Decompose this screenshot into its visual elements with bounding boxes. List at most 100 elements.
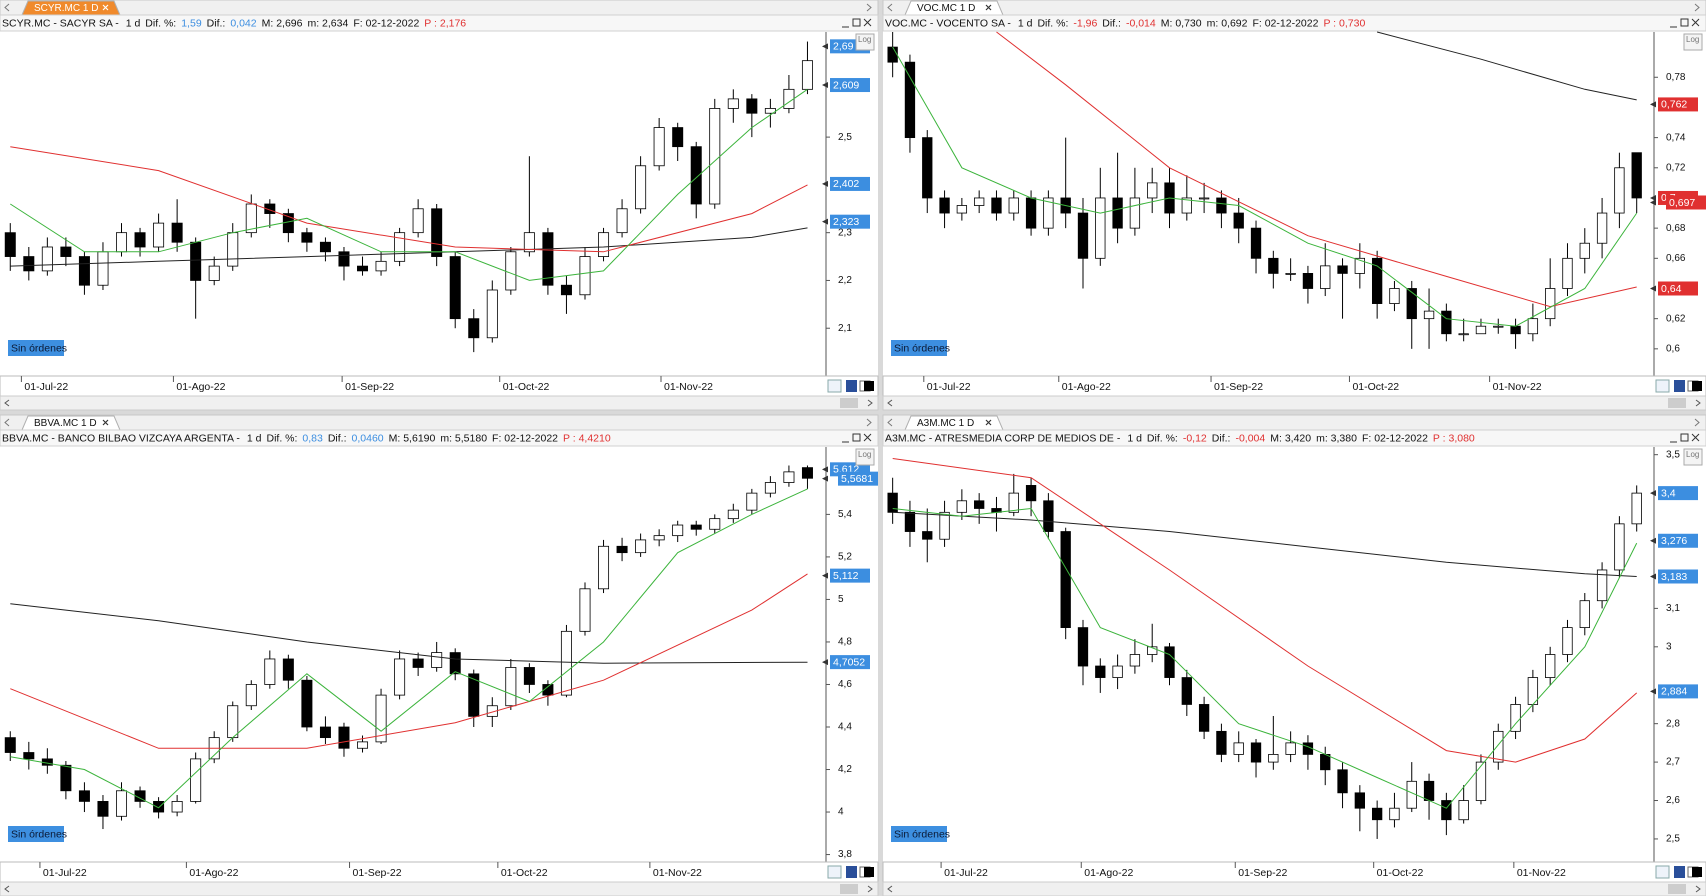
price-tag (1658, 533, 1698, 548)
log-button[interactable] (855, 33, 875, 51)
candle-body (523, 667, 535, 685)
candle-body (190, 241, 202, 281)
tab-scroll-right[interactable] (1694, 418, 1700, 427)
x-tick-label: 01-Sep-22 (1238, 867, 1287, 879)
moving-average (10, 146, 808, 253)
candle-body (264, 203, 276, 214)
candle-body (1545, 288, 1556, 320)
log-button[interactable] (855, 448, 875, 466)
scroll-right[interactable] (867, 885, 873, 893)
header-item: A3M.MC - ATRESMEDIA CORP DE MEDIOS DE - (885, 432, 1121, 444)
scroll-right[interactable] (1695, 885, 1701, 893)
scrollbar[interactable] (0, 881, 879, 896)
scrollbar-thumb[interactable] (840, 884, 858, 894)
tab-scroll-right[interactable] (866, 418, 872, 427)
candle-body (1475, 761, 1487, 801)
price-tag (830, 214, 870, 229)
x-axis-bar (0, 861, 879, 883)
candle-body (616, 545, 628, 554)
tab-scroll-left[interactable] (4, 3, 10, 12)
x-tick-label: 01-Ago-22 (1062, 381, 1111, 393)
y-tick-label: 2,6 (1666, 795, 1680, 806)
close-button[interactable] (1691, 18, 1700, 27)
tab-scroll-left[interactable] (887, 3, 893, 12)
close-button[interactable] (863, 18, 872, 27)
save-icon[interactable] (1674, 380, 1685, 392)
scroll-right[interactable] (867, 399, 873, 407)
tool-icon[interactable] (827, 379, 842, 393)
candle-body (939, 197, 950, 214)
candle-body (653, 127, 665, 167)
candle-body (1216, 730, 1227, 755)
candle-body (1112, 665, 1123, 678)
color-icon[interactable] (1692, 867, 1702, 877)
moving-average (10, 88, 808, 281)
candle-body (505, 251, 517, 291)
candle-body (690, 146, 702, 205)
maximize-button[interactable] (852, 18, 861, 27)
candle-body (635, 165, 647, 210)
tool-icon[interactable] (1655, 379, 1670, 393)
price-tag-pointer (1650, 101, 1656, 108)
price-tag-pointer (822, 218, 828, 225)
scrollbar-thumb[interactable] (1668, 398, 1686, 408)
header-text: VOC.MC - VOCENTO SA - 1 d Dif. %: -1,96 Dif.… (885, 17, 1365, 29)
candle-body (1545, 654, 1556, 678)
candle-body (1164, 646, 1175, 678)
candle-body (1043, 197, 1054, 229)
y-tick-label: 5,4 (838, 509, 852, 520)
tab-close[interactable] (985, 4, 992, 11)
color-icon[interactable] (864, 381, 874, 391)
save-icon[interactable] (846, 380, 857, 392)
tool-icon[interactable] (1655, 865, 1670, 879)
scroll-right[interactable] (1695, 399, 1701, 407)
scrollbar[interactable] (882, 881, 1706, 896)
x-tick-label: 01-Oct-22 (503, 381, 550, 393)
scrollbar-thumb[interactable] (1668, 884, 1686, 894)
maximize-button[interactable] (852, 433, 861, 442)
save-icon[interactable] (1674, 866, 1685, 878)
y-tick-label: 0,74 (1666, 132, 1686, 143)
scroll-left[interactable] (4, 399, 10, 407)
scroll-left[interactable] (887, 399, 893, 407)
scrollbar[interactable] (0, 395, 879, 411)
scroll-left[interactable] (4, 885, 10, 893)
y-axis-area (1654, 447, 1703, 862)
header-item: F: 02-12-2022 (492, 432, 558, 444)
x-tick-label: 01-Oct-22 (1352, 381, 1399, 393)
tab-scroll-left[interactable] (887, 418, 893, 427)
scroll-left[interactable] (887, 885, 893, 893)
scrollbar-thumb[interactable] (840, 398, 858, 408)
tab-scroll-left[interactable] (4, 418, 10, 427)
y-tick-label: 0,6 (1666, 343, 1680, 354)
tab-scroll-right[interactable] (866, 3, 872, 12)
scrollbar[interactable] (882, 395, 1706, 411)
color-icon[interactable] (1692, 381, 1702, 391)
price-tag (830, 655, 870, 670)
header-item: P : 3,080 (1433, 432, 1475, 444)
log-button[interactable] (1683, 33, 1703, 51)
maximize-button[interactable] (1680, 18, 1689, 27)
price-tag (830, 176, 870, 191)
candle-body (97, 801, 109, 817)
price-tag (830, 568, 870, 583)
candle-body (1181, 677, 1192, 705)
candle-body (468, 673, 480, 717)
price-tag-pointer (1650, 199, 1656, 206)
tab-scroll-right[interactable] (1694, 3, 1700, 12)
close-button[interactable] (1691, 433, 1700, 442)
tab-close[interactable] (102, 419, 109, 426)
tab-label: VOC.MC 1 D (917, 3, 975, 14)
tab-close[interactable] (985, 419, 992, 426)
log-button[interactable] (1683, 448, 1703, 466)
tool-icon[interactable] (827, 865, 842, 879)
close-button[interactable] (863, 433, 872, 442)
tab-close[interactable] (102, 4, 109, 11)
header-item: 0,042 (230, 17, 256, 29)
header-item: M: 5,6190 (389, 432, 436, 444)
color-icon[interactable] (864, 867, 874, 877)
candle-body (449, 652, 461, 675)
x-tick-label: 01-Oct-22 (1377, 867, 1424, 879)
maximize-button[interactable] (1680, 433, 1689, 442)
save-icon[interactable] (846, 866, 857, 878)
